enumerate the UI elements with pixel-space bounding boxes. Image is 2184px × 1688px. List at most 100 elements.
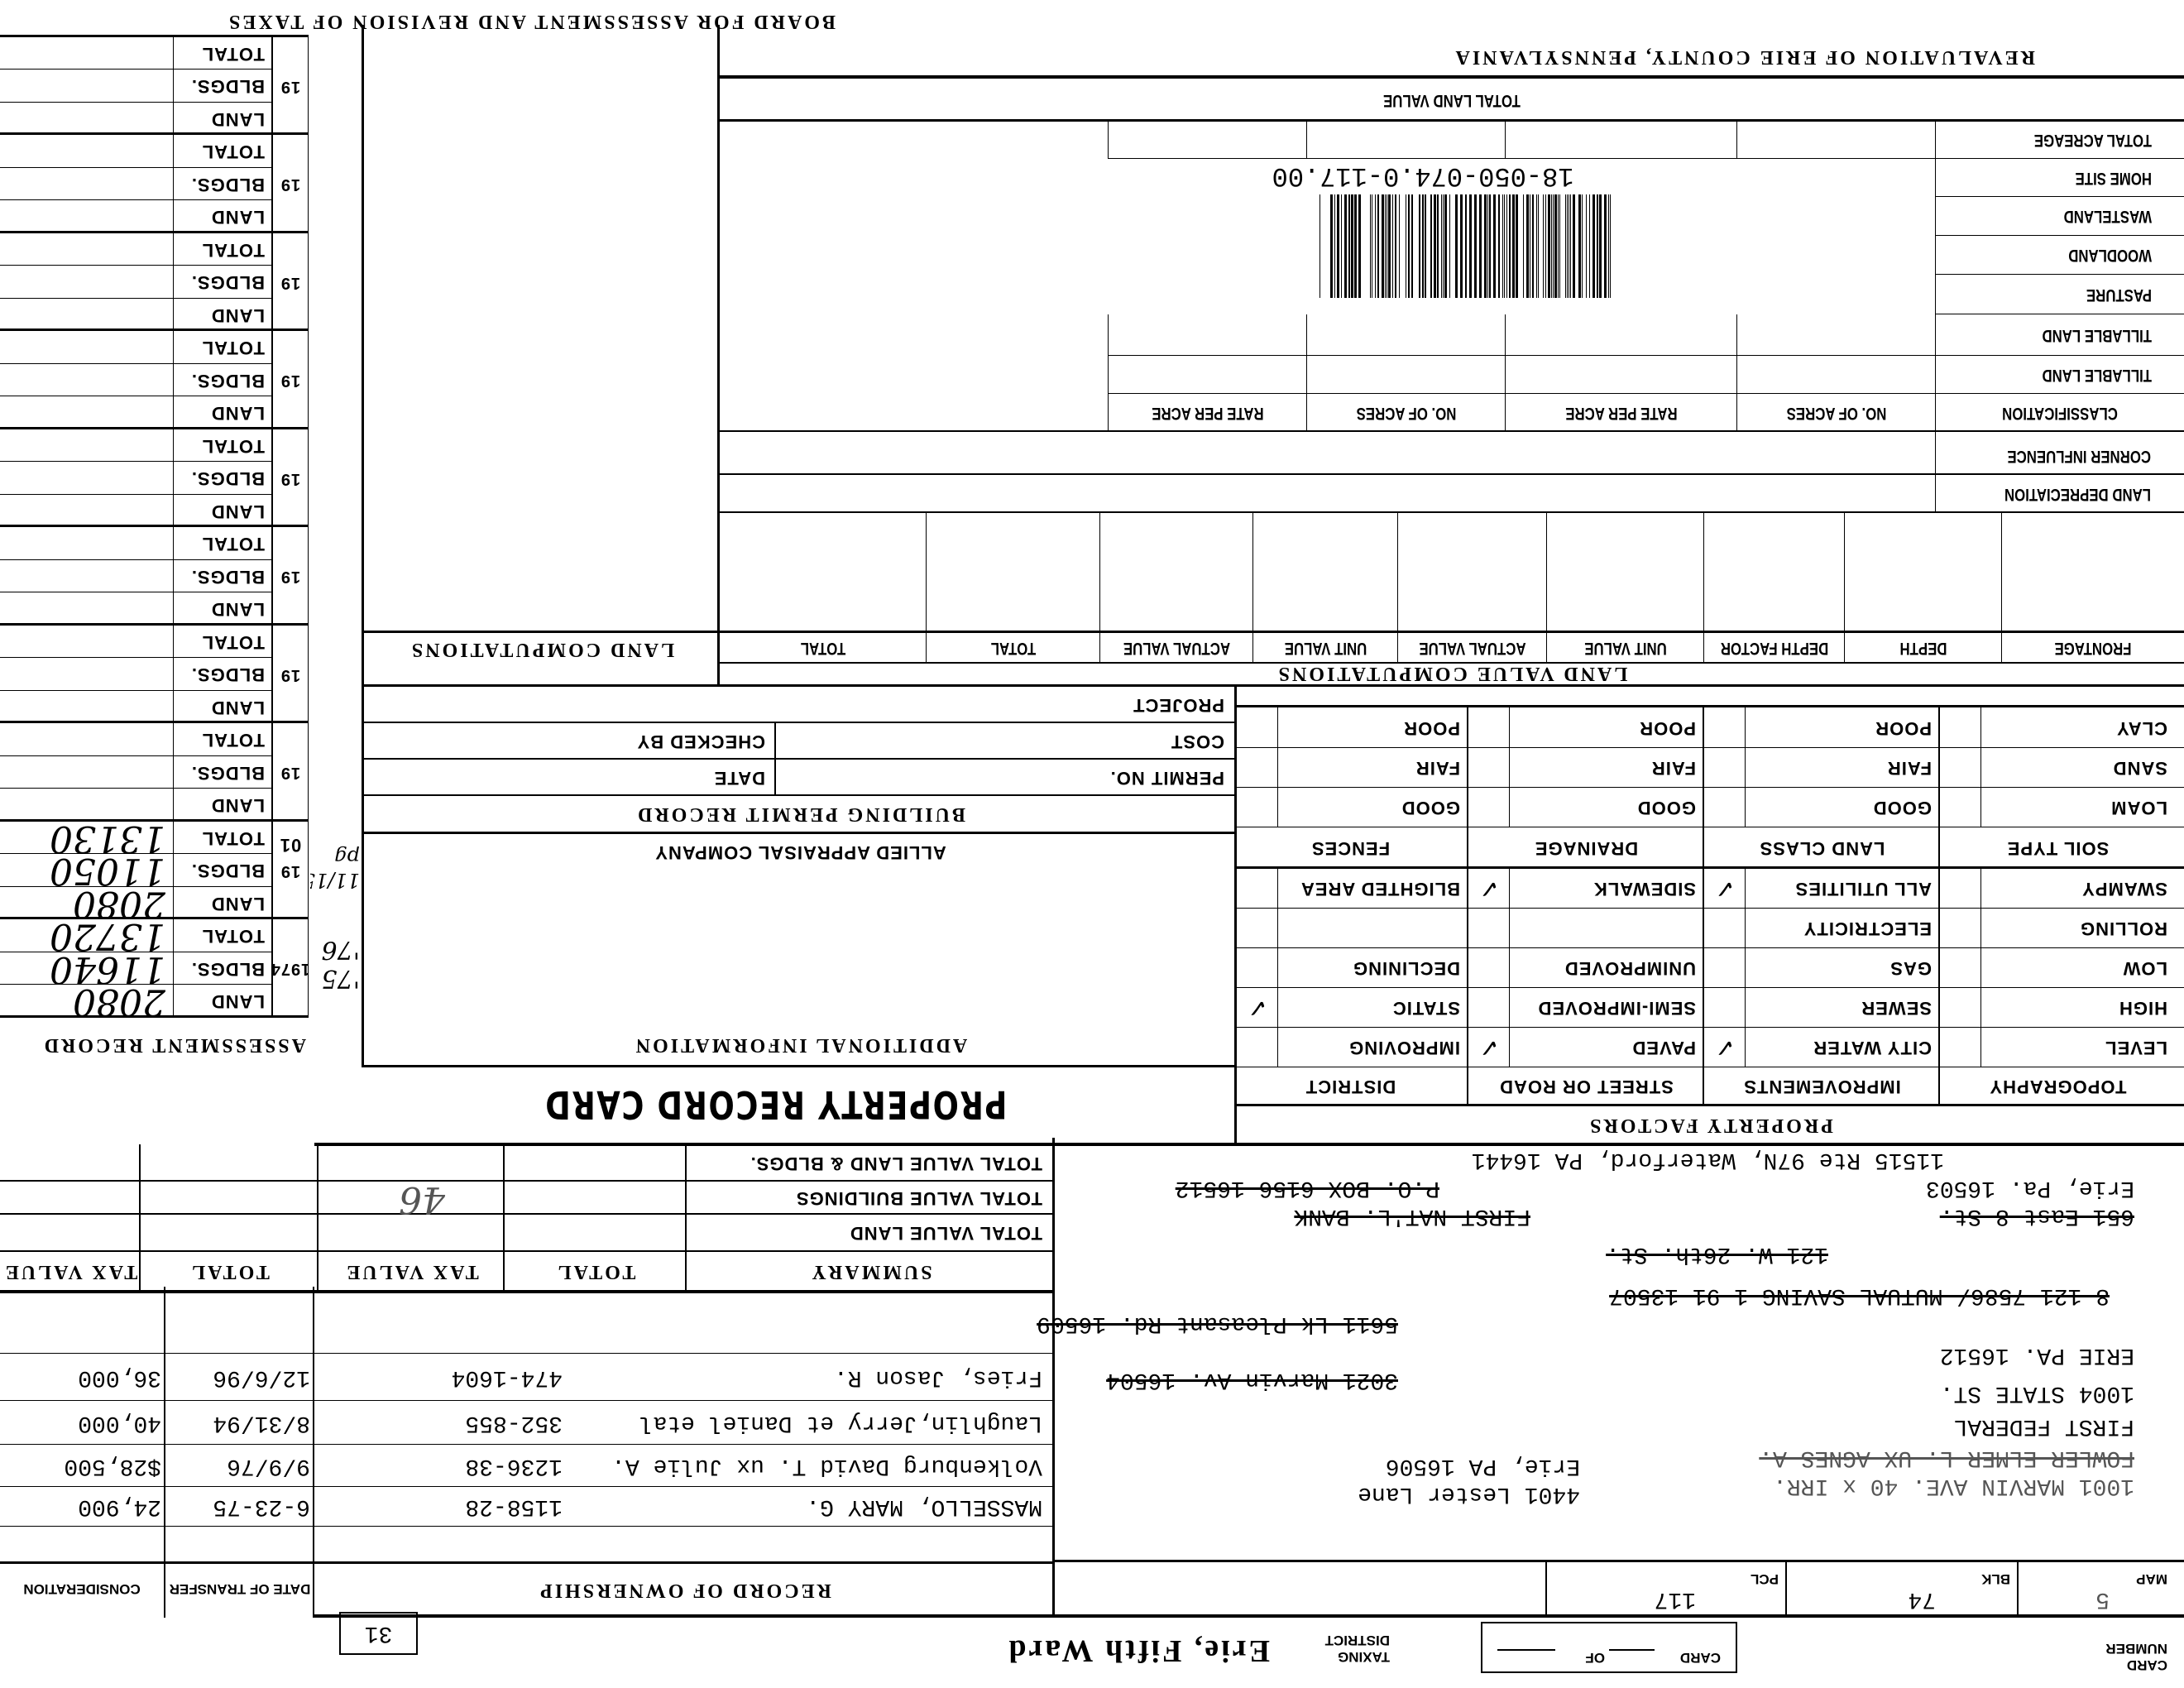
- checkbox-empty[interactable]: [1237, 748, 1278, 788]
- classification-row-label: WASTELAND: [2063, 207, 2152, 227]
- checkbox-empty[interactable]: [1704, 708, 1746, 748]
- assessment-year: 19: [280, 470, 301, 488]
- assessment-row-label: BLDGS.: [190, 861, 265, 882]
- barcode-bar: [1348, 194, 1350, 298]
- checkbox-empty[interactable]: [1704, 748, 1746, 788]
- checkbox-empty[interactable]: [1704, 909, 1746, 948]
- checkbox-checked[interactable]: ✓: [1714, 1033, 1736, 1062]
- rule-line: [1785, 1560, 1787, 1618]
- assessment-row-label: LAND: [210, 207, 265, 228]
- barcode-bar: [1509, 194, 1511, 298]
- rule-line: [0, 1292, 1055, 1293]
- land-value-column-header: FRONTAGE: [2054, 639, 2132, 659]
- rule-line: [164, 1287, 165, 1618]
- date-of-transfer-header: DATE OF TRANSFER: [169, 1581, 311, 1598]
- checkbox-empty[interactable]: [1468, 788, 1510, 827]
- assessment-row-label: LAND: [210, 991, 265, 1013]
- checkbox-empty[interactable]: [1940, 869, 1981, 909]
- assessment-row-label: BLDGS.: [190, 567, 265, 587]
- barcode-bar: [1460, 194, 1463, 298]
- checkbox-empty[interactable]: [1940, 788, 1981, 827]
- rule-line: [1397, 513, 1398, 664]
- barcode-bar: [1325, 194, 1328, 298]
- factor-option: ALL UTILITIES: [1794, 879, 1932, 899]
- checkbox-empty[interactable]: [1940, 748, 1981, 788]
- checkbox-checked[interactable]: ✓: [1247, 993, 1268, 1023]
- checkbox-empty[interactable]: [1940, 1028, 1981, 1067]
- barcode-bar: [1558, 194, 1559, 298]
- rule-line: [0, 35, 309, 37]
- transfer-date: 9/9/76: [227, 1453, 310, 1479]
- total-land-value-label: TOTAL LAND VALUE: [1383, 91, 1521, 110]
- checkbox-checked[interactable]: ✓: [1714, 874, 1736, 904]
- barcode-bar: [1512, 194, 1515, 298]
- barcode-bar: [1395, 194, 1396, 298]
- checkbox-empty[interactable]: [1940, 948, 1981, 988]
- classification-row-label: WOODLAND: [2068, 246, 2152, 266]
- soil-option: POOR: [1639, 718, 1696, 739]
- consideration-value: $28,500: [64, 1453, 161, 1479]
- classification-header: CLASSIFICATION: [2002, 404, 2118, 423]
- barcode-bar: [1449, 194, 1450, 298]
- barcode-bar: [1414, 194, 1415, 298]
- of-label: OF: [1585, 1650, 1605, 1666]
- address-line: 4401 Lester Lane: [1358, 1481, 1580, 1508]
- checkbox-empty[interactable]: [1468, 748, 1510, 788]
- rule-line: [1736, 122, 1737, 159]
- blk-label: BLK: [1981, 1571, 2010, 1587]
- barcode-bar: [1553, 194, 1554, 298]
- barcode-bar: [1493, 194, 1496, 298]
- checkbox-empty[interactable]: [1237, 1028, 1278, 1067]
- soil-header: SOIL TYPE: [2006, 838, 2110, 859]
- pcl-value: 117: [1654, 1587, 1696, 1612]
- checkbox-checked[interactable]: ✓: [1478, 874, 1500, 904]
- rule-line: [2017, 1560, 2019, 1618]
- assessment-year: 1974: [273, 960, 308, 979]
- checkbox-checked[interactable]: ✓: [1478, 1033, 1500, 1062]
- assessment-value: 11050: [50, 852, 165, 890]
- checkbox-empty[interactable]: [1704, 948, 1746, 988]
- consideration-value: 24,900: [78, 1494, 161, 1520]
- checkbox-empty[interactable]: [1468, 909, 1510, 948]
- transfer-date: 12/6/96: [213, 1364, 310, 1390]
- checkbox-empty[interactable]: [1704, 988, 1746, 1028]
- checkbox-empty[interactable]: [1468, 948, 1510, 988]
- rule-line: [1844, 513, 1845, 664]
- checkbox-empty[interactable]: [1237, 708, 1278, 748]
- checkbox-empty[interactable]: [1940, 909, 1981, 948]
- barcode-bar: [1443, 194, 1444, 298]
- checkbox-empty[interactable]: [1468, 708, 1510, 748]
- additional-info-title: ADDITIONAL INFORMATION: [633, 1034, 968, 1057]
- assessment-row-label: BLDGS.: [190, 371, 265, 391]
- checkbox-empty[interactable]: [1704, 788, 1746, 827]
- taxing-district-label: TAXING DISTRICT: [1324, 1633, 1390, 1666]
- barcode-bar: [1516, 194, 1518, 298]
- checkbox-empty[interactable]: [1237, 948, 1278, 988]
- checkbox-empty[interactable]: [1940, 708, 1981, 748]
- barcode-bar: [1430, 194, 1432, 298]
- checkbox-empty[interactable]: [1468, 988, 1510, 1028]
- rule-line: [1935, 314, 1936, 432]
- checkbox-empty[interactable]: [1237, 869, 1278, 909]
- barcode-bar: [1419, 194, 1420, 298]
- address-line: Erie, PA 16506: [1385, 1453, 1580, 1479]
- checkbox-empty[interactable]: [1237, 788, 1278, 827]
- barcode-bar: [1597, 194, 1598, 298]
- summary-row-label: TOTAL VALUE LAND: [849, 1223, 1042, 1244]
- assessment-row-label: BLDGS.: [190, 175, 265, 195]
- assessment-row-label: BLDGS.: [190, 468, 265, 490]
- checkbox-empty[interactable]: [1940, 988, 1981, 1028]
- barcode-bar: [1592, 194, 1595, 298]
- property-factors-title: PROPERTY FACTORS: [1588, 1115, 1833, 1137]
- factor-option: [1270, 909, 1460, 948]
- appraisal-company: ALLIED APPRAISAL COMPANY: [654, 842, 946, 863]
- checkbox-empty[interactable]: [1237, 909, 1278, 948]
- assessment-value: 2080: [73, 885, 165, 923]
- classification-row-label: TILLABLE LAND: [2042, 326, 2152, 345]
- rule-line: [1703, 513, 1704, 664]
- soil-option: FAIR: [1415, 758, 1460, 779]
- rule-line: [1736, 314, 1737, 432]
- map-label: MAP: [2136, 1571, 2167, 1587]
- barcode-bar: [1502, 194, 1503, 298]
- rule-line: [0, 1561, 1055, 1564]
